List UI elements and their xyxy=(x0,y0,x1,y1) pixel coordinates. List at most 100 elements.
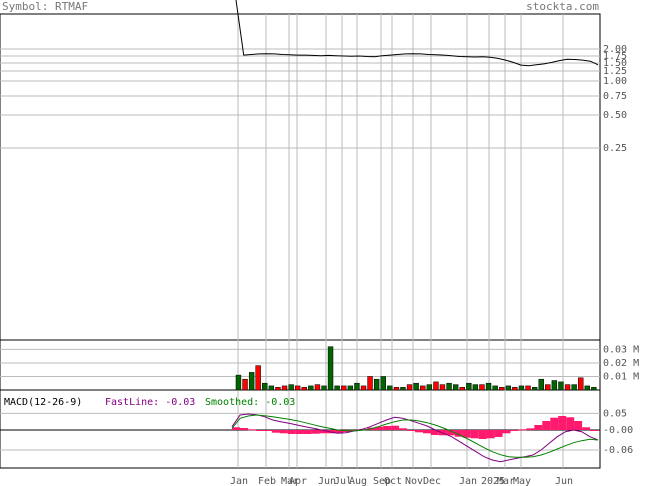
x-tick-label: Jan xyxy=(230,476,248,486)
macd-histogram-bar xyxy=(510,430,519,431)
macd-histogram-bar xyxy=(311,430,320,434)
volume-bar xyxy=(354,382,360,391)
macd-histogram-bar xyxy=(359,429,368,430)
macd-tick-label: -0.06 xyxy=(603,445,633,456)
volume-bar xyxy=(479,384,485,391)
price-tick-label: 1.00 xyxy=(603,76,627,87)
panel-frame-2 xyxy=(0,389,601,469)
macd-histogram-bar xyxy=(502,430,511,434)
panel-frame-1 xyxy=(0,339,601,391)
macd-fastline-label: FastLine: -0.03 xyxy=(105,397,195,408)
volume-bar xyxy=(558,381,564,391)
volume-bar xyxy=(308,385,314,391)
volume-bar xyxy=(255,365,261,391)
volume-bar xyxy=(591,387,597,391)
volume-bar xyxy=(406,384,413,391)
x-tick-label: Sep xyxy=(373,476,391,486)
volume-bar xyxy=(499,387,505,391)
macd-title: MACD(12-26-9) xyxy=(4,397,82,408)
price-tick-label: 2.00 xyxy=(603,44,627,55)
volume-bar xyxy=(459,387,465,391)
volume-bar xyxy=(426,384,433,391)
x-tick-label: Dec xyxy=(423,476,441,486)
macd-histogram-bar xyxy=(232,427,240,430)
macd-histogram-bar xyxy=(247,429,256,431)
volume-bar xyxy=(341,385,347,391)
volume-bar xyxy=(262,382,268,391)
volume-bar xyxy=(518,385,525,391)
volume-bar xyxy=(248,372,255,391)
x-tick-label: Jun xyxy=(555,476,573,486)
macd-histogram-bar xyxy=(494,430,503,437)
volume-bar xyxy=(433,381,439,391)
macd-histogram-bar xyxy=(582,427,591,430)
x-tick-label: Mar xyxy=(497,476,515,486)
price-tick-label: 1.75 xyxy=(603,51,627,62)
macd-histogram-bar xyxy=(271,430,280,433)
macd-histogram-bar xyxy=(319,430,328,434)
macd-histogram-bar xyxy=(399,428,408,430)
macd-histogram-bar xyxy=(407,430,415,431)
macd-histogram-bar xyxy=(470,430,479,439)
macd-histogram-bar xyxy=(454,430,463,437)
volume-bar xyxy=(538,378,544,391)
volume-bar xyxy=(571,384,577,391)
x-tick-label: Jul xyxy=(334,476,352,486)
macd-histogram-bar xyxy=(542,421,551,430)
volume-bar xyxy=(275,387,281,391)
site-name[interactable]: stockta.com xyxy=(526,0,599,13)
macd-histogram-bar xyxy=(534,425,543,430)
volume-bar xyxy=(294,385,301,391)
x-tick-label: Oct xyxy=(384,476,402,486)
x-tick-label: Aug xyxy=(349,476,367,486)
volume-bar xyxy=(545,384,551,391)
macd-histogram-bar xyxy=(518,429,527,431)
volume-bar xyxy=(367,376,373,391)
x-tick-label: 2025 xyxy=(481,476,505,486)
volume-bar xyxy=(235,374,242,391)
macd-histogram-bar xyxy=(486,430,495,439)
price-tick-label: 1.25 xyxy=(603,66,627,77)
macd-histogram-bar xyxy=(287,430,296,434)
volume-tick-label: 0.01 M xyxy=(603,371,639,382)
volume-bar xyxy=(505,385,512,391)
volume-bar xyxy=(531,387,538,391)
macd-histogram-bar xyxy=(550,417,559,430)
price-tick-label: 0.25 xyxy=(603,143,627,154)
volume-bar xyxy=(380,376,386,391)
macd-smoothed-label: Smoothed: -0.03 xyxy=(205,397,295,408)
macd-histogram-bar xyxy=(383,426,392,430)
volume-bar xyxy=(393,387,400,391)
volume-bar xyxy=(446,382,452,391)
macd-histogram-bar xyxy=(446,430,455,436)
macd-histogram-bar xyxy=(574,421,583,430)
macd-histogram-bar xyxy=(279,430,288,434)
x-tick-label: May xyxy=(513,476,531,486)
volume-bar xyxy=(512,387,518,391)
volume-bar xyxy=(413,382,419,391)
macd-tick-label: -0.00 xyxy=(603,425,633,436)
macd-fastline-line xyxy=(231,413,599,463)
volume-bar xyxy=(420,385,426,391)
macd-histogram-bar xyxy=(303,430,312,434)
volume-bar xyxy=(327,346,334,391)
volume-bar xyxy=(439,384,446,391)
macd-histogram-bar xyxy=(415,430,423,433)
macd-smoothed-line xyxy=(231,414,599,458)
volume-bar xyxy=(525,385,531,391)
volume-bar xyxy=(268,385,275,391)
x-tick-label: Nov xyxy=(405,476,423,486)
symbol-label: Symbol: RTMAF xyxy=(2,0,89,13)
x-tick-label: Jan xyxy=(459,476,477,486)
volume-bar xyxy=(485,382,492,391)
macd-histogram-bar xyxy=(255,430,264,431)
macd-histogram-bar xyxy=(295,430,304,434)
volume-bar xyxy=(492,385,498,391)
volume-bar xyxy=(551,380,558,391)
volume-bar xyxy=(321,385,327,391)
volume-bar xyxy=(314,384,321,391)
volume-tick-label: 0.02 M xyxy=(603,358,639,369)
volume-bar xyxy=(466,382,472,391)
x-tick-label: Mar xyxy=(281,476,299,486)
macd-histogram-bar xyxy=(590,430,598,431)
